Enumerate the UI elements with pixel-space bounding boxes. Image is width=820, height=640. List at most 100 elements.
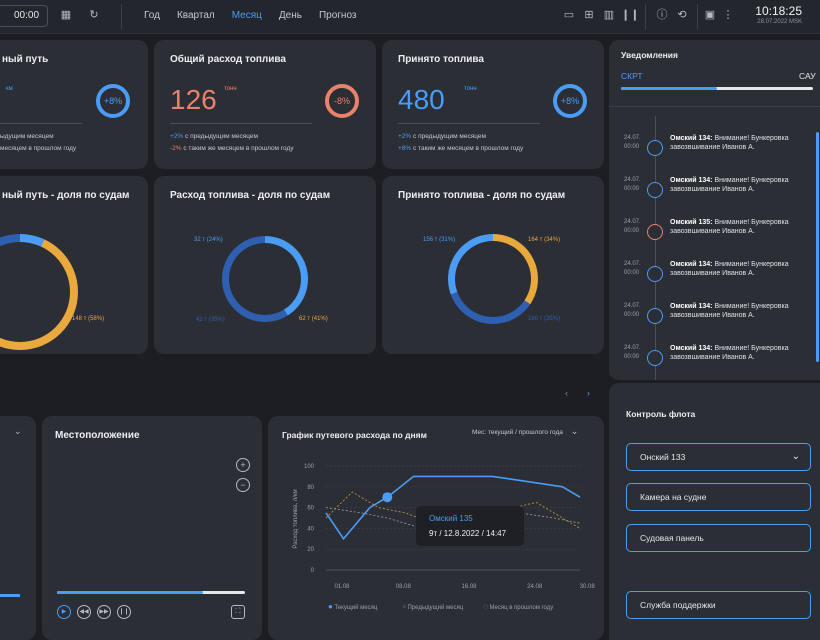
- notification-text: Омский 134: Внимание! Бункеровка завозвш…: [670, 135, 789, 151]
- notification-item[interactable]: 24.07. 00:00 Омский 134: Внимание! Бункеро…: [609, 302, 809, 340]
- notification-text: Омский 134: Внимание! Бункеровка завозвш…: [670, 303, 789, 319]
- panel-title: Контроль флота: [626, 409, 696, 419]
- chevron-down-icon: ⌄: [570, 426, 579, 436]
- camera-button[interactable]: Камера на судне: [626, 483, 811, 511]
- card-path: ный путь км +8% ыдущим месяцем месяцем в…: [0, 40, 148, 169]
- clock-date: 28.07.2022 MSK: [757, 19, 802, 25]
- percent-ring: +8%: [96, 84, 130, 118]
- card-title: ный путь - доля по судам: [2, 190, 130, 201]
- donut-chart: [448, 234, 538, 324]
- compare-last-year: -2% с таким же месяцем в прошлом году: [170, 145, 294, 152]
- layout-split-icon[interactable]: ▥: [603, 9, 615, 21]
- card-partial: ⌄: [0, 416, 36, 640]
- unit-label: тонн: [224, 86, 237, 92]
- card-fuel-received: Принято топлива 480 тонн +8% +2% с преды…: [382, 40, 604, 169]
- period-select[interactable]: Мес: текущий / прошлого года ⌄: [472, 426, 578, 437]
- card-title: Принято топлива - доля по судам: [398, 190, 566, 201]
- highlighted-point[interactable]: [382, 492, 393, 503]
- pause-icon[interactable]: ❙❙: [117, 605, 131, 619]
- x-tick-label: 24.08: [527, 584, 543, 590]
- y-tick-label: 60: [307, 506, 314, 512]
- donut-label: 32 т (24%): [194, 237, 223, 243]
- period-select-value: Мес: текущий / прошлого года: [472, 429, 563, 436]
- y-tick-label: 20: [307, 547, 314, 553]
- ship-panel-button[interactable]: Судовая панель: [626, 524, 811, 552]
- unit-label: тонн: [464, 86, 477, 92]
- tab-quarter[interactable]: Квартал: [176, 10, 215, 21]
- tab-indicator: [621, 87, 717, 90]
- support-button[interactable]: Служба поддержки: [626, 591, 811, 619]
- status-dot: [647, 266, 663, 282]
- divider: [609, 106, 820, 107]
- clock-time: 10:18:25: [755, 4, 802, 18]
- zoom-in-button[interactable]: +: [236, 458, 250, 472]
- tab-track: [621, 87, 813, 90]
- compare-last-year: +8% с таким же месяцем в прошлом году: [398, 145, 524, 152]
- notification-item[interactable]: 24.07. 00:00 Омский 134: Внимание! Бункеро…: [609, 260, 809, 298]
- history-icon[interactable]: ⟲: [677, 9, 687, 21]
- divider: [645, 4, 646, 30]
- donut-chart: [0, 234, 78, 350]
- card-fuel-share: Расход топлива - доля по судам 32 т (24%…: [154, 176, 376, 354]
- notification-date: 24.07. 00:00: [624, 219, 641, 234]
- time-input[interactable]: 00:00: [0, 5, 48, 27]
- card-title: ный путь: [2, 54, 49, 65]
- notification-text: Омский 135: Внимание! Бункеровка завозвш…: [670, 219, 789, 235]
- fast-forward-icon[interactable]: ▶▶: [97, 605, 111, 619]
- prev-page-icon[interactable]: ‹: [565, 388, 568, 398]
- notification-text: Омский 134: Внимание! Бункеровка завозвш…: [670, 261, 789, 277]
- chevron-down-icon[interactable]: ⌄: [14, 426, 22, 436]
- notification-item[interactable]: 24.07. 00:00 Омский 134: Внимание! Бункеро…: [609, 176, 809, 214]
- info-icon[interactable]: ⓘ: [656, 9, 668, 21]
- card-title: Общий расход топлива: [170, 54, 286, 65]
- vessel-select[interactable]: Онский 133 ⌄: [626, 443, 811, 471]
- more-vert-icon[interactable]: ⋮: [722, 9, 734, 21]
- play-icon[interactable]: ▶: [57, 605, 71, 619]
- layout-columns-icon[interactable]: ❙❙: [621, 9, 640, 21]
- notifications-panel: Уведомления СКРТ САУ 24.07. 00:00 Омский 1…: [609, 40, 820, 380]
- refresh-icon[interactable]: ↻: [89, 9, 99, 21]
- tab-skrt[interactable]: СКРТ: [621, 71, 643, 81]
- tab-sau[interactable]: САУ: [799, 71, 816, 81]
- layout-single-icon[interactable]: ▭: [563, 9, 575, 21]
- scrollbar[interactable]: [816, 132, 819, 362]
- next-page-icon[interactable]: ›: [587, 388, 590, 398]
- tab-day[interactable]: День: [278, 10, 302, 21]
- tab-year[interactable]: Год: [144, 10, 160, 21]
- notification-text: Омский 134: Внимание! Бункеровка завозвш…: [670, 345, 789, 361]
- rewind-icon[interactable]: ◀◀: [77, 605, 91, 619]
- unit-label: км: [6, 86, 13, 92]
- card-title: Принято топлива: [398, 54, 484, 65]
- status-dot: [647, 140, 663, 156]
- legend-last-year: ◌ Месяц в прошлом году: [483, 602, 554, 611]
- tab-month[interactable]: Месяц: [231, 10, 262, 21]
- notification-item[interactable]: 24.07. 00:00 Омский 134: Внимание! Бункеро…: [609, 344, 809, 382]
- status-dot: [647, 350, 663, 366]
- camera-icon[interactable]: ▣: [704, 9, 716, 21]
- card-path-share: ный путь - доля по судам 148 т (58%): [0, 176, 148, 354]
- top-bar: 00:00 ▦ ↻ Год Квартал Месяц День Прогноз…: [0, 0, 820, 34]
- compare-last-year: месяцем в прошлом году: [0, 145, 77, 152]
- donut-label: 164 т (34%): [528, 237, 561, 243]
- kpi-value: 480: [398, 84, 445, 115]
- donut-label: 42 т (35%): [196, 317, 225, 323]
- chart-tooltip: Омский 135 9т / 12.8.2022 / 14:47: [416, 506, 524, 546]
- series-line: [325, 475, 581, 541]
- x-tick-label: 01.08: [334, 584, 350, 590]
- divider: [697, 4, 698, 30]
- status-dot: [647, 182, 663, 198]
- card-received-share: Принято топлива - доля по судам 156 т (3…: [382, 176, 604, 354]
- calendar-icon[interactable]: ▦: [60, 9, 72, 21]
- x-tick-label: 08.08: [396, 584, 412, 590]
- card-fuel-chart: График путевого расхода по дням Мес: тек…: [268, 416, 604, 640]
- timeline-line: [655, 116, 656, 380]
- fullscreen-icon[interactable]: ⛶: [231, 605, 245, 619]
- notification-item[interactable]: 24.07. 00:00 Омский 134: Внимание! Бункеро…: [609, 134, 809, 172]
- vessel-select-value: Онский 133: [640, 452, 686, 462]
- layout-grid-icon[interactable]: ⊞: [584, 9, 594, 21]
- zoom-out-button[interactable]: −: [236, 478, 250, 492]
- line-chart: 100 80 60 40 20 0 01.08 08.08 16.08 24.08 30.08: [304, 464, 595, 590]
- notification-item[interactable]: 24.07. 00:00 Омский 135: Внимание! Бункеро…: [609, 218, 809, 256]
- notification-date: 24.07. 00:00: [624, 345, 641, 360]
- tab-forecast[interactable]: Прогноз: [318, 10, 357, 21]
